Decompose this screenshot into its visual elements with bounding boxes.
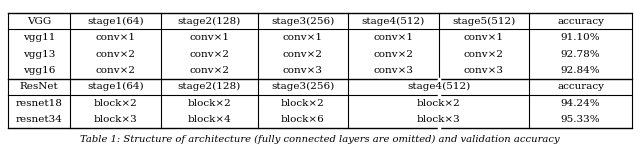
Text: stage4(512): stage4(512) [407, 82, 470, 92]
Text: conv×2: conv×2 [189, 50, 229, 59]
Text: 95.33%: 95.33% [561, 115, 600, 124]
Text: conv×3: conv×3 [464, 66, 504, 75]
Text: VGG: VGG [27, 17, 51, 26]
Text: resnet34: resnet34 [16, 115, 63, 124]
Text: accuracy: accuracy [557, 17, 604, 26]
Text: stage2(128): stage2(128) [178, 17, 241, 26]
Text: conv×2: conv×2 [95, 66, 136, 75]
Text: block×3: block×3 [94, 115, 138, 124]
Text: vgg16: vgg16 [23, 66, 56, 75]
Text: conv×2: conv×2 [283, 50, 323, 59]
Text: block×3: block×3 [417, 115, 460, 124]
Text: block×2: block×2 [417, 99, 460, 108]
Text: ResNet: ResNet [20, 82, 59, 91]
Text: block×2: block×2 [94, 99, 138, 108]
Text: conv×3: conv×3 [373, 66, 413, 75]
Text: conv×2: conv×2 [189, 66, 229, 75]
Text: stage4(512): stage4(512) [362, 17, 425, 26]
Text: block×2: block×2 [281, 99, 324, 108]
Text: conv×3: conv×3 [283, 66, 323, 75]
Text: conv×1: conv×1 [283, 33, 323, 42]
Text: conv×1: conv×1 [189, 33, 229, 42]
Text: stage3(256): stage3(256) [271, 17, 335, 26]
Text: stage1(64): stage1(64) [87, 17, 144, 26]
Text: 92.78%: 92.78% [561, 50, 600, 59]
Text: stage2(128): stage2(128) [178, 82, 241, 92]
Text: 92.84%: 92.84% [561, 66, 600, 75]
Text: stage5(512): stage5(512) [452, 17, 515, 26]
Text: block×2: block×2 [188, 99, 231, 108]
Text: conv×1: conv×1 [95, 33, 136, 42]
Text: 91.10%: 91.10% [561, 33, 600, 42]
Text: block×4: block×4 [188, 115, 231, 124]
Text: vgg11: vgg11 [23, 33, 56, 42]
Text: Table 1: Structure of architecture (fully connected layers are omitted) and vali: Table 1: Structure of architecture (full… [80, 134, 560, 144]
Text: accuracy: accuracy [557, 82, 604, 91]
Text: conv×1: conv×1 [464, 33, 504, 42]
Text: conv×2: conv×2 [373, 50, 413, 59]
Text: stage1(64): stage1(64) [87, 82, 144, 92]
Text: conv×1: conv×1 [373, 33, 413, 42]
Text: 94.24%: 94.24% [561, 99, 600, 108]
Text: block×6: block×6 [281, 115, 324, 124]
Text: conv×2: conv×2 [95, 50, 136, 59]
Text: vgg13: vgg13 [23, 50, 56, 59]
Text: resnet18: resnet18 [16, 99, 63, 108]
Text: conv×2: conv×2 [464, 50, 504, 59]
Text: stage3(256): stage3(256) [271, 82, 335, 92]
